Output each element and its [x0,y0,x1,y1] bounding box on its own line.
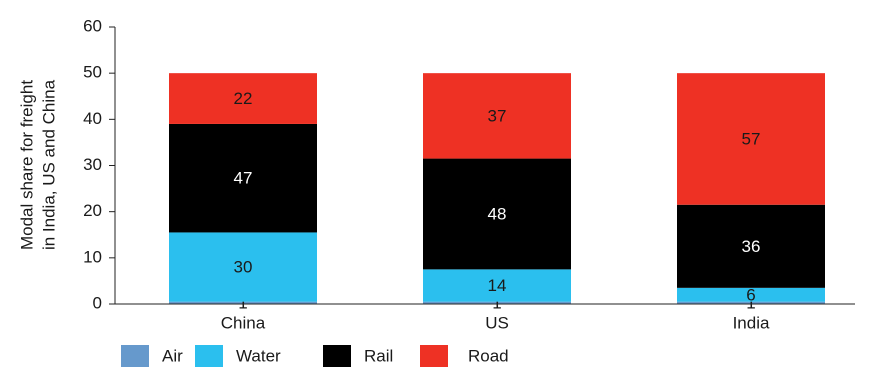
value-label: 22 [234,89,253,108]
value-label: 37 [488,106,507,125]
bar-segment [423,158,571,270]
x-tick-label: China [221,313,266,332]
value-label: 47 [234,169,253,188]
y-axis-label: Modal share for freight in India, US and… [17,79,58,250]
y-tick-label: 50 [83,63,102,82]
value-label: 48 [488,204,507,223]
legend-label: Air [162,346,183,365]
legend-swatch [323,345,351,367]
x-tick-label: US [485,313,509,332]
value-label: 1 [238,293,247,312]
bar-segment [169,123,317,233]
y-tick-label: 60 [83,16,102,35]
legend-label: Rail [364,346,393,365]
legend-swatch [420,345,448,367]
x-tick-label: India [733,313,770,332]
value-label: 1 [492,293,501,312]
y-axis-label-line: in India, US and China [39,79,58,250]
bar-segment [677,204,825,288]
y-tick-label: 20 [83,201,102,220]
y-axis-label-line: Modal share for freight [17,80,36,250]
bar-segment [169,301,317,304]
value-label: 1 [746,293,755,312]
value-label: 36 [742,237,761,256]
bar-segment [169,232,317,302]
legend-label: Road [468,346,509,365]
value-label: 6 [746,285,755,304]
y-tick-label: 30 [83,155,102,174]
bar-segment [677,73,825,205]
y-tick-label: 0 [93,293,102,312]
bar-segment [423,269,571,302]
legend-label: Water [236,346,281,365]
bar-segment [423,73,571,159]
value-label: 30 [234,258,253,277]
bar-segment [423,301,571,304]
bar-segment [677,287,825,302]
legend-swatch [121,345,149,367]
bar-segment [677,301,825,304]
y-tick-label: 40 [83,109,102,128]
value-label: 57 [742,129,761,148]
value-label: 14 [488,276,507,295]
legend-swatch [195,345,223,367]
bar-segment [169,73,317,124]
y-tick-label: 10 [83,247,102,266]
